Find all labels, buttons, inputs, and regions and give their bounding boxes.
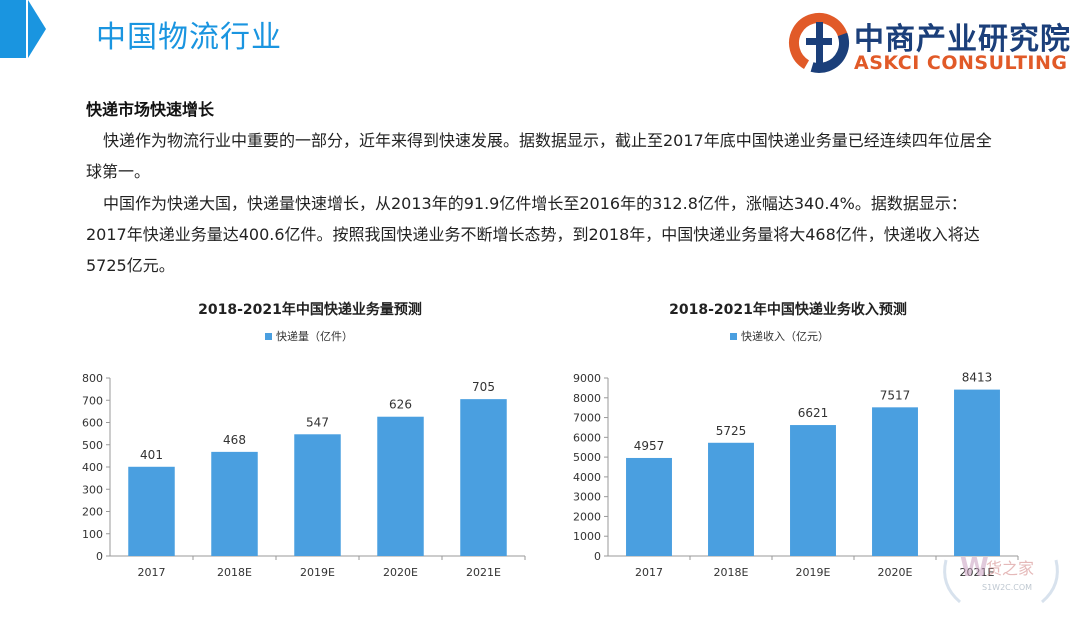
bar-value-label: 468 — [223, 433, 246, 447]
x-tick-label: 2018E — [714, 566, 749, 579]
x-tick-label: 2020E — [383, 566, 418, 579]
bar — [294, 434, 341, 556]
watermark-subtext: S1W2C.COM — [982, 583, 1032, 592]
bar-value-label: 5725 — [716, 424, 747, 438]
x-tick-label: 2019E — [300, 566, 335, 579]
header-accent-bar — [0, 0, 28, 58]
svg-text:W: W — [960, 553, 989, 583]
y-tick-label: 2000 — [573, 510, 601, 523]
bar — [954, 389, 1000, 556]
bar-value-label: 705 — [472, 380, 495, 394]
askci-logo: 中商产业研究院 ASKCI CONSULTING — [788, 12, 1078, 74]
bar — [790, 425, 836, 556]
bar-value-label: 6621 — [798, 406, 829, 420]
bar — [626, 457, 672, 556]
y-tick-label: 6000 — [573, 431, 601, 444]
page-title: 中国物流行业 — [96, 20, 282, 55]
section-heading: 快递市场快速增长 — [86, 100, 215, 119]
bar — [377, 416, 424, 556]
chart-express-volume: 2018-2021年中国快递业务量预测快递量（亿件） 0 100 200 300 400 5… — [60, 290, 530, 594]
legend-label: 快递收入（亿元） — [741, 329, 829, 343]
chart-express-revenue: 2018-2021年中国快递业务收入预测 快递收入（亿元） 0 1000 2000 300… — [548, 290, 1028, 594]
chart-legend: 快递量（亿件） — [265, 329, 353, 343]
y-tick-label: 200 — [82, 506, 103, 519]
bar-value-label: 7517 — [880, 388, 911, 402]
legend-swatch — [730, 333, 737, 340]
chart-title: 2018-2021年中国快递业务收入预测 — [669, 301, 907, 318]
chart-title: 2018-2021年中国快递业务量预测 — [198, 301, 422, 318]
bar-value-label: 401 — [140, 448, 163, 462]
bar — [211, 451, 258, 556]
y-tick-label: 1000 — [573, 530, 601, 543]
y-tick-label: 9000 — [573, 372, 601, 385]
x-tick-label: 2021E — [960, 566, 995, 579]
legend-swatch — [265, 333, 272, 340]
y-tick-label: 700 — [82, 394, 103, 407]
bar — [128, 466, 175, 556]
bar-value-label: 626 — [389, 398, 412, 412]
y-tick-label: 8000 — [573, 392, 601, 405]
y-tick-label: 5000 — [573, 451, 601, 464]
paragraph-2: 中国作为快递大国，快递量快速增长，从2013年的91.9亿件增长至2016年的3… — [86, 194, 980, 275]
header-accent-arrow — [28, 0, 46, 58]
y-tick-label: 400 — [82, 461, 103, 474]
bar-value-label: 8413 — [962, 371, 993, 385]
y-tick-label: 800 — [82, 372, 103, 385]
logo-chinese-text: 中商产业研究院 — [854, 22, 1071, 57]
bar — [872, 407, 918, 556]
x-tick-label: 2021E — [466, 566, 501, 579]
x-tick-label: 2020E — [878, 566, 913, 579]
watermark-text: 货之家 — [986, 559, 1034, 578]
y-tick-label: 600 — [82, 417, 103, 430]
x-tick-label: 2018E — [217, 566, 252, 579]
bar-value-label: 4957 — [634, 439, 665, 453]
logo-english-text: ASKCI CONSULTING — [854, 52, 1068, 74]
paragraph-1: 快递作为物流行业中重要的一部分，近年来得到快速发展。据数据显示，截止至2017年… — [86, 131, 992, 181]
bar-value-label: 547 — [306, 415, 329, 429]
legend-label: 快递量（亿件） — [276, 329, 353, 343]
y-tick-label: 100 — [82, 528, 103, 541]
y-tick-label: 300 — [82, 483, 103, 496]
x-tick-label: 2019E — [796, 566, 831, 579]
y-tick-label: 500 — [82, 439, 103, 452]
chart-legend: 快递收入（亿元） — [730, 329, 829, 343]
y-tick-label: 0 — [96, 550, 103, 563]
y-tick-label: 7000 — [573, 412, 601, 425]
y-tick-label: 3000 — [573, 491, 601, 504]
x-tick-label: 2017 — [138, 566, 166, 579]
y-tick-label: 0 — [594, 550, 601, 563]
x-tick-label: 2017 — [635, 566, 663, 579]
y-tick-label: 4000 — [573, 471, 601, 484]
bar — [460, 399, 507, 556]
bar — [708, 442, 754, 556]
watermark-logo: W 货之家 S1W2C.COM — [943, 553, 1059, 604]
askci-logo-icon — [789, 12, 849, 73]
